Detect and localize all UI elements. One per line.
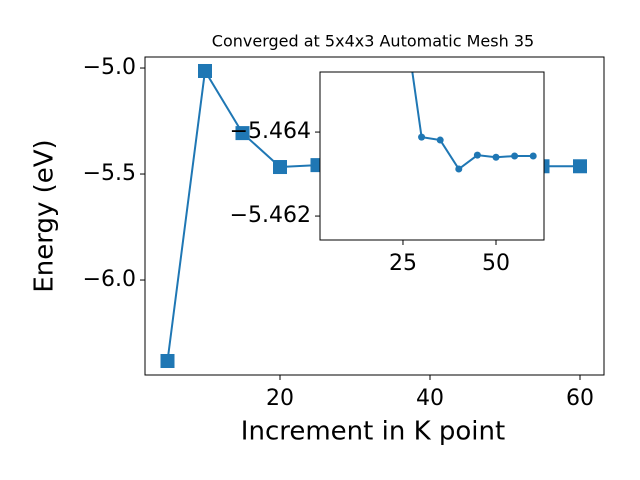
marker [198, 63, 212, 78]
chart-title: Converged at 5x4x3 Automatic Mesh 35 [212, 32, 534, 51]
y-tick-label: −5.462 [230, 203, 311, 228]
y-tick-label: −6.0 [83, 267, 136, 292]
axes-frame [144, 56, 605, 376]
x-axis-label: Increment in K point [241, 417, 505, 447]
marker [492, 153, 500, 161]
y-tick-label: −5.5 [83, 161, 136, 186]
x-tick-label: 50 [482, 251, 510, 276]
axes-frame [319, 71, 545, 241]
series-group [411, 72, 537, 173]
x-tick-label: 40 [416, 386, 444, 411]
marker [235, 126, 250, 141]
y-tick-label: −5.464 [230, 119, 311, 144]
marker [473, 151, 481, 159]
marker [511, 152, 519, 160]
y-axis-label: Energy (eV) [30, 139, 60, 292]
x-tick-label: 25 [389, 251, 417, 276]
y-tick-label: −5.0 [83, 55, 136, 80]
marker [529, 152, 537, 160]
marker [418, 133, 426, 141]
marker [436, 136, 444, 144]
marker [160, 354, 175, 369]
marker [273, 160, 287, 175]
x-tick-label: 20 [266, 386, 294, 411]
x-tick-label: 60 [566, 386, 594, 411]
marker [573, 159, 587, 174]
marker [455, 165, 463, 173]
